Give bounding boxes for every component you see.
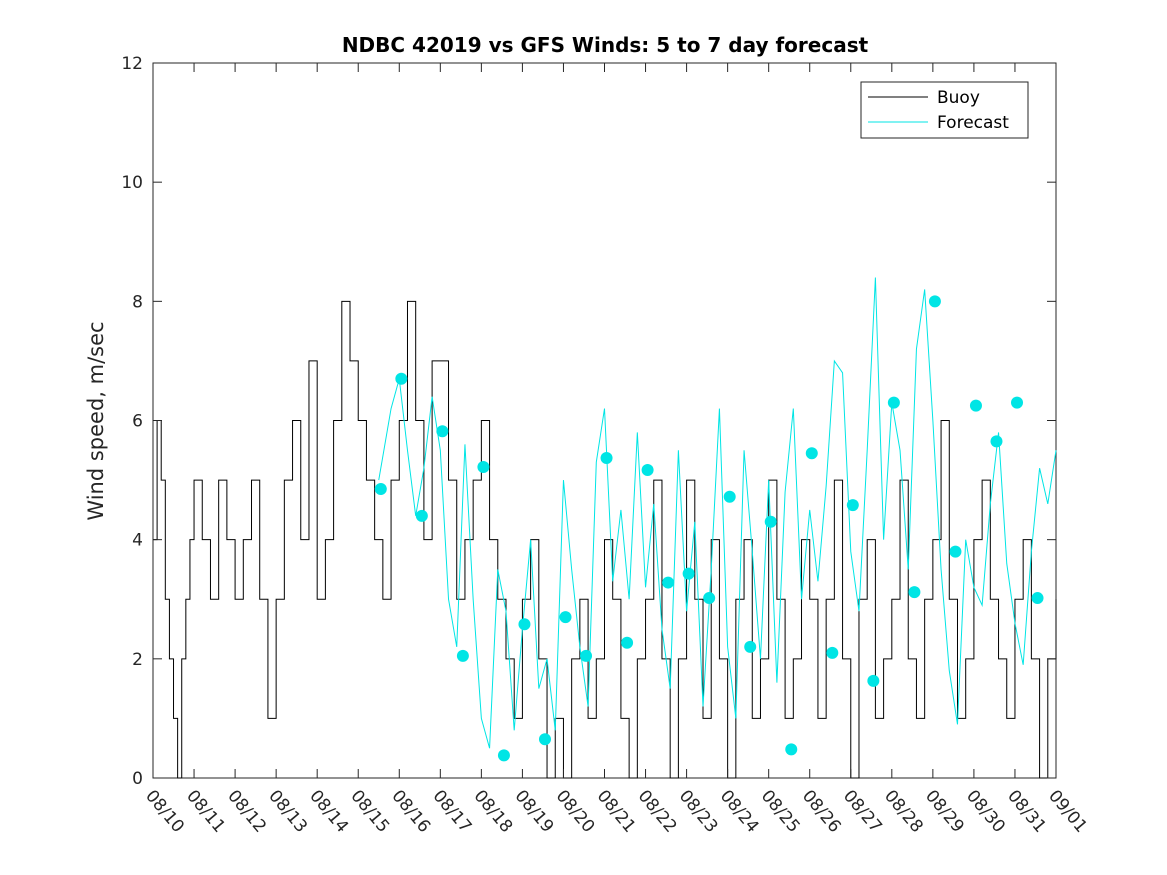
legend-forecast-label: Forecast — [937, 113, 1009, 133]
x-tick-label: 08/31 — [1003, 786, 1050, 836]
x-tick-label: 08/15 — [346, 786, 393, 836]
x-tick-label: 08/29 — [921, 786, 968, 836]
forecast-marker — [949, 545, 962, 558]
x-tick-label: 08/14 — [305, 786, 352, 836]
x-tick-label: 08/10 — [141, 786, 188, 836]
x-tick-label: 08/24 — [716, 786, 763, 836]
forecast-marker — [395, 372, 408, 385]
forecast-marker — [785, 743, 798, 756]
x-tick-label: 08/22 — [634, 786, 681, 836]
plot-frame — [152, 62, 1057, 779]
forecast-marker — [826, 646, 839, 659]
x-tick-label: 08/16 — [387, 786, 434, 836]
y-axis-label: Wind speed, m/sec — [84, 321, 108, 520]
forecast-marker — [518, 618, 531, 631]
x-tick-label: 08/11 — [182, 786, 229, 836]
forecast-marker — [990, 435, 1003, 448]
x-tick-label: 08/27 — [839, 786, 886, 836]
y-tick-label: 0 — [132, 769, 143, 789]
x-tick-label: 08/20 — [552, 786, 599, 836]
forecast-marker — [559, 611, 572, 624]
y-tick-label: 8 — [132, 292, 143, 312]
forecast-marker — [662, 576, 675, 589]
forecast-marker — [477, 460, 490, 473]
x-tick-label: 08/21 — [593, 786, 640, 836]
legend-box — [860, 81, 1029, 139]
x-tick-label: 08/17 — [428, 786, 475, 836]
x-tick-label: 08/30 — [962, 786, 1009, 836]
forecast-marker — [867, 674, 880, 687]
forecast-marker — [1011, 396, 1024, 409]
chart-title: NDBC 42019 vs GFS Winds: 5 to 7 day fore… — [342, 33, 869, 57]
x-tick-label: 08/25 — [757, 786, 804, 836]
x-tick-label: 08/13 — [264, 786, 311, 836]
forecast-marker — [744, 640, 757, 653]
series-layer — [153, 277, 1057, 779]
y-tick-label: 12 — [121, 54, 143, 74]
forecast-marker — [682, 567, 695, 580]
forecast-marker — [908, 586, 921, 599]
x-tick-label: 08/26 — [798, 786, 845, 836]
forecast-marker — [497, 749, 510, 762]
forecast-marker — [580, 649, 593, 662]
forecast-marker — [928, 295, 941, 308]
forecast-marker — [764, 515, 777, 528]
y-tick-label: 2 — [132, 650, 143, 670]
legend: Buoy Forecast — [860, 81, 1029, 139]
forecast-marker — [1031, 592, 1044, 605]
forecast-marker — [887, 396, 900, 409]
forecast-marker — [374, 483, 387, 496]
forecast-marker — [703, 592, 716, 605]
forecast-marker — [456, 649, 469, 662]
forecast-marker — [621, 636, 634, 649]
x-tick-label: 08/12 — [223, 786, 270, 836]
forecast-series-line — [378, 277, 1057, 749]
forecast-marker — [641, 463, 654, 476]
y-ticks: 0 2 4 6 8 10 12 — [121, 54, 1056, 789]
forecast-marker — [723, 490, 736, 503]
x-tick-label: 09/01 — [1044, 786, 1091, 836]
forecast-marker — [538, 733, 551, 746]
legend-buoy-label: Buoy — [937, 88, 980, 108]
forecast-marker — [415, 509, 428, 522]
x-tick-label: 08/18 — [470, 786, 517, 836]
y-tick-label: 10 — [121, 173, 143, 193]
forecast-marker — [436, 425, 449, 438]
forecast-marker — [600, 452, 613, 465]
x-tick-label: 08/19 — [511, 786, 558, 836]
y-tick-label: 6 — [132, 412, 143, 432]
forecast-marker — [805, 447, 818, 460]
y-tick-label: 4 — [132, 531, 143, 551]
x-tick-label: 08/28 — [880, 786, 927, 836]
forecast-marker — [969, 399, 982, 412]
plot-area — [152, 62, 1057, 779]
x-tick-label: 08/23 — [675, 786, 722, 836]
forecast-marker — [846, 499, 859, 512]
